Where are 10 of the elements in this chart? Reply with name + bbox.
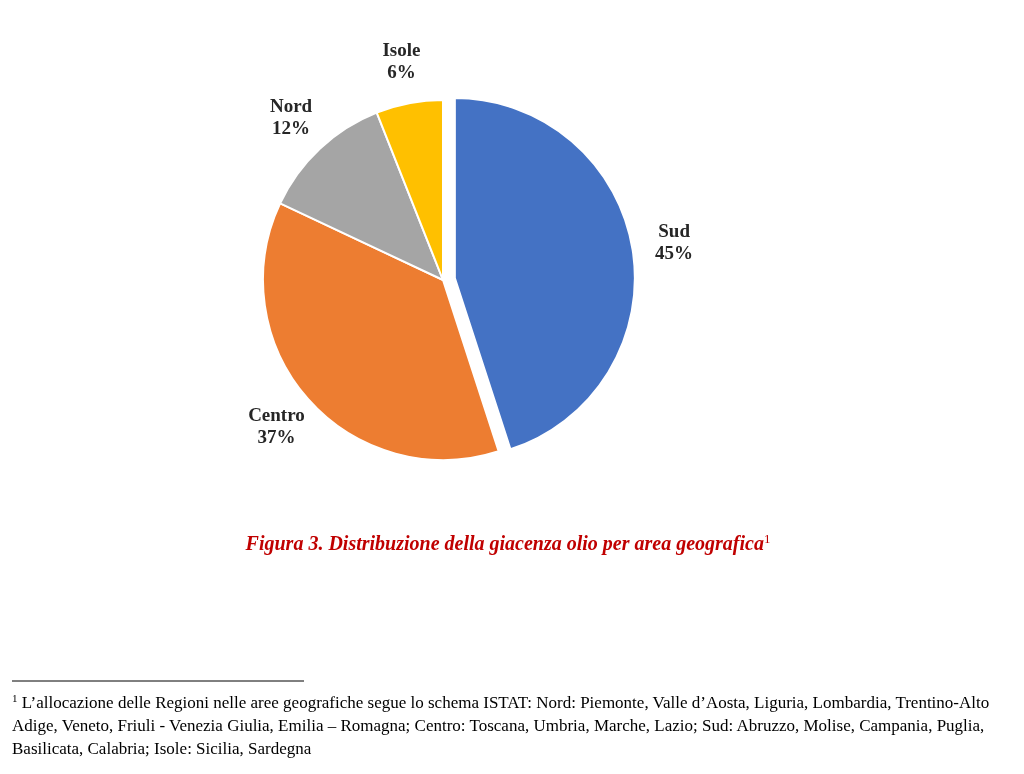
data-label: 6% (387, 60, 416, 82)
slice-label: Nord (269, 95, 313, 117)
slice-label: Isole (382, 38, 421, 60)
text: Figura 3. Distribuzione della giacenza olio per area geografica$^{1}$ (244, 530, 771, 555)
data-label: 37% (257, 425, 296, 447)
text: $^{1}$ L’allocazione delle Regioni nelle aree geografiche segue lo schema ISTAT: Nord: Piemonte, Valle d’Aosta, Liguria, Lombardia, Trentino-Alto Adige, Veneto, Friuli - Venezia Giulia, Emilia – Romagna; Centro: Toscana, Umbria, Marche, Lazio; Sud: Abruzzo, Molise, Campania, Puglia, Basilicata, Calabria; Isole: Sicilia, Sardegna (12, 692, 990, 758)
data-label: 12% (272, 117, 311, 139)
data-label: 45% (655, 242, 694, 264)
slice-label: Centro (248, 403, 305, 425)
slice-label: Sud (658, 220, 691, 242)
